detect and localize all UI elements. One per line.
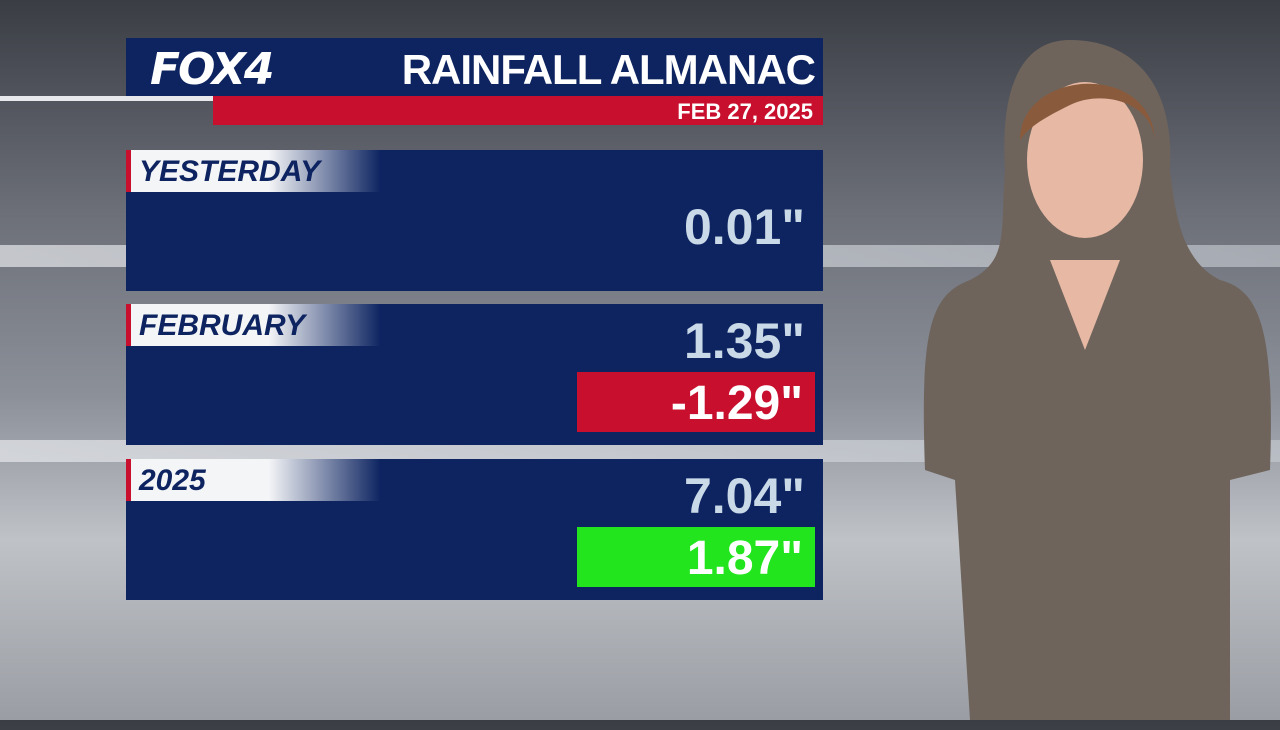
presenter: [923, 40, 1271, 720]
row-panel: 2025 7.04" 1.87": [126, 459, 823, 600]
logo: FOX4: [150, 44, 274, 95]
row-total: 0.01": [683, 199, 805, 255]
departure-box: 1.87": [577, 527, 815, 587]
row-panel: YESTERDAY 0.01": [126, 150, 823, 291]
header-panel: [126, 38, 823, 96]
row-label: YESTERDAY: [139, 155, 321, 188]
date-band: FEB 27, 2025: [213, 96, 823, 125]
row-label: FEBRUARY: [139, 309, 306, 342]
row-total: 1.35": [683, 313, 805, 369]
date: FEB 27, 2025: [677, 99, 813, 124]
row-label-tab: FEBRUARY: [126, 304, 381, 346]
departure-value: -1.29": [670, 377, 803, 430]
departure-box: -1.29": [577, 372, 815, 432]
row-total: 7.04": [683, 468, 805, 524]
row-label-tab: YESTERDAY: [126, 150, 381, 192]
departure-value: 1.87": [686, 532, 803, 585]
title: RAINFALL ALMANAC: [401, 46, 816, 93]
row-label-tab: 2025: [126, 459, 381, 501]
header-line: [0, 96, 213, 101]
row-label: 2025: [139, 464, 206, 497]
row-panel: FEBRUARY 1.35" -1.29": [126, 304, 823, 445]
